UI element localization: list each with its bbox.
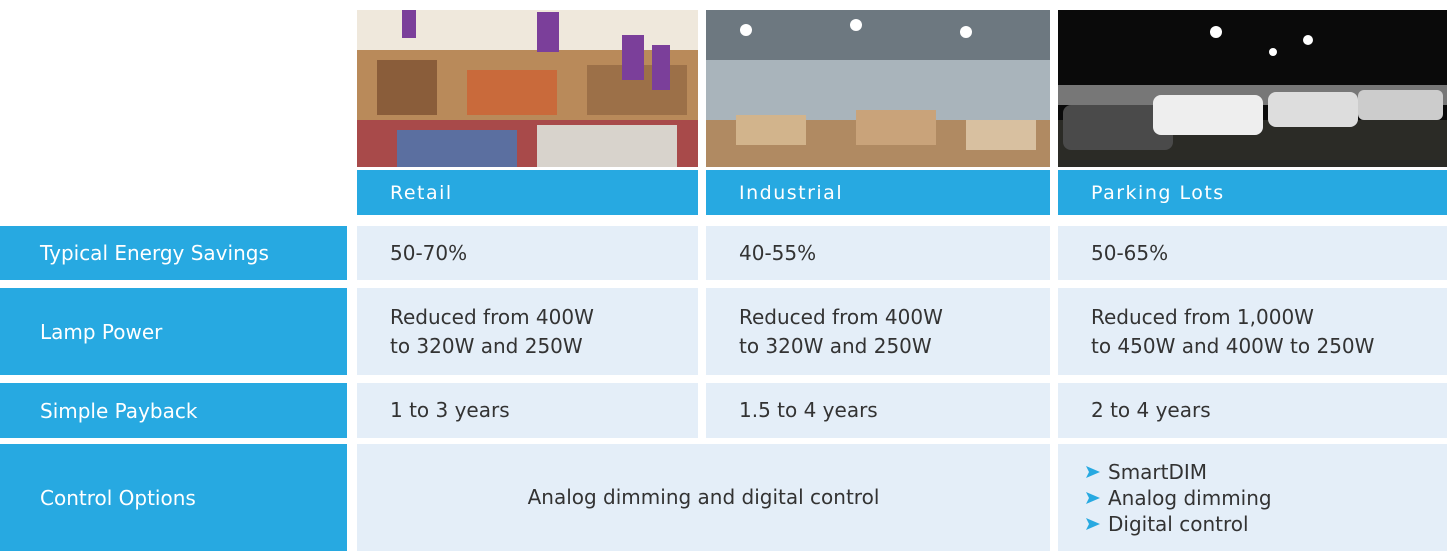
column-header: Parking Lots	[1058, 170, 1447, 215]
table-cell: SmartDIM Analog dimming Digital control	[1058, 444, 1447, 551]
cell-text: 50-65%	[1091, 239, 1447, 268]
arrow-icon	[1086, 466, 1100, 478]
cell-text: 1.5 to 4 years	[739, 396, 1050, 425]
column-header: Retail	[357, 170, 698, 215]
row-header: Typical Energy Savings	[0, 226, 347, 280]
table-cell: 1 to 3 years	[357, 383, 698, 438]
arrow-icon	[1086, 492, 1100, 504]
column-header: Industrial	[706, 170, 1050, 215]
table-cell: 40-55%	[706, 226, 1050, 280]
table-cell: 1.5 to 4 years	[706, 383, 1050, 438]
cell-text: 40-55%	[739, 239, 1050, 268]
cell-text: 2 to 4 years	[1091, 396, 1447, 425]
row-header: Control Options	[0, 444, 347, 551]
cell-text: SmartDIM	[1108, 459, 1207, 485]
cell-text: to 450W and 400W to 250W	[1091, 332, 1447, 361]
bullet-item: Digital control	[1086, 511, 1447, 537]
table-cell: 2 to 4 years	[1058, 383, 1447, 438]
bullet-item: SmartDIM	[1086, 459, 1447, 485]
table-cell: 50-65%	[1058, 226, 1447, 280]
retail-photo	[357, 10, 698, 167]
arrow-icon	[1086, 518, 1100, 530]
cell-text: Digital control	[1108, 511, 1249, 537]
merged-cell: Analog dimming and digital control	[357, 444, 1050, 551]
cell-text: 50-70%	[390, 239, 698, 268]
cell-text: Analog dimming and digital control	[528, 483, 880, 512]
comparison-table: Retail Industrial Parking Lots Typical E…	[0, 0, 1447, 551]
cell-text: Reduced from 400W	[739, 303, 1050, 332]
bullet-item: Analog dimming	[1086, 485, 1447, 511]
parking-photo	[1058, 10, 1447, 167]
cell-text: to 320W and 250W	[390, 332, 698, 361]
cell-text: to 320W and 250W	[739, 332, 1050, 361]
row-header: Simple Payback	[0, 383, 347, 438]
cell-text: Reduced from 1,000W	[1091, 303, 1447, 332]
table-cell: 50-70%	[357, 226, 698, 280]
industrial-photo	[706, 10, 1050, 167]
row-header: Lamp Power	[0, 288, 347, 375]
cell-text: Reduced from 400W	[390, 303, 698, 332]
cell-text: Analog dimming	[1108, 485, 1272, 511]
cell-text: 1 to 3 years	[390, 396, 698, 425]
